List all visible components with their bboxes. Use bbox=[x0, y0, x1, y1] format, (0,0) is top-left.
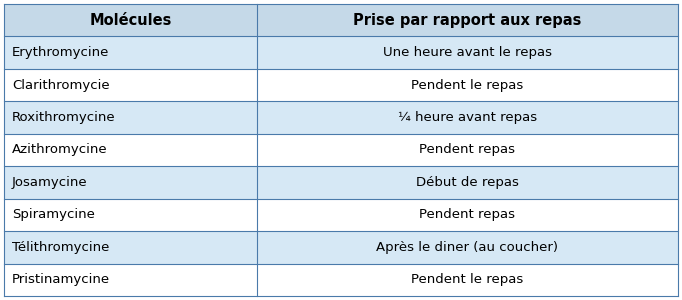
Text: Début de repas: Début de repas bbox=[416, 176, 519, 189]
Bar bbox=[4, 4, 256, 36]
Text: Prise par rapport aux repas: Prise par rapport aux repas bbox=[353, 13, 582, 28]
Bar bbox=[256, 231, 678, 264]
Text: Spiramycine: Spiramycine bbox=[12, 208, 95, 221]
Bar bbox=[256, 264, 678, 296]
Bar bbox=[256, 199, 678, 231]
Text: Télithromycine: Télithromycine bbox=[12, 241, 109, 254]
Text: Pendent le repas: Pendent le repas bbox=[411, 79, 524, 92]
Text: Pendent repas: Pendent repas bbox=[419, 208, 516, 221]
Bar bbox=[256, 166, 678, 199]
Text: Pendent le repas: Pendent le repas bbox=[411, 273, 524, 286]
Bar bbox=[256, 134, 678, 166]
Bar bbox=[4, 134, 256, 166]
Bar bbox=[4, 36, 256, 69]
Bar bbox=[256, 36, 678, 69]
Bar bbox=[4, 231, 256, 264]
Text: Pendent repas: Pendent repas bbox=[419, 143, 516, 157]
Text: Azithromycine: Azithromycine bbox=[12, 143, 108, 157]
Bar bbox=[4, 199, 256, 231]
Text: Clarithromycie: Clarithromycie bbox=[12, 79, 110, 92]
Bar bbox=[256, 101, 678, 134]
Text: ¼ heure avant repas: ¼ heure avant repas bbox=[398, 111, 537, 124]
Text: Une heure avant le repas: Une heure avant le repas bbox=[383, 46, 552, 59]
Text: Pristinamycine: Pristinamycine bbox=[12, 273, 110, 286]
Text: Erythromycine: Erythromycine bbox=[12, 46, 109, 59]
Bar bbox=[256, 4, 678, 36]
Text: Molécules: Molécules bbox=[89, 13, 172, 28]
Bar bbox=[4, 264, 256, 296]
Bar bbox=[4, 101, 256, 134]
Text: Roxithromycine: Roxithromycine bbox=[12, 111, 116, 124]
Text: Josamycine: Josamycine bbox=[12, 176, 87, 189]
Bar bbox=[4, 166, 256, 199]
Text: Après le diner (au coucher): Après le diner (au coucher) bbox=[376, 241, 559, 254]
Bar bbox=[4, 69, 256, 101]
Bar bbox=[256, 69, 678, 101]
